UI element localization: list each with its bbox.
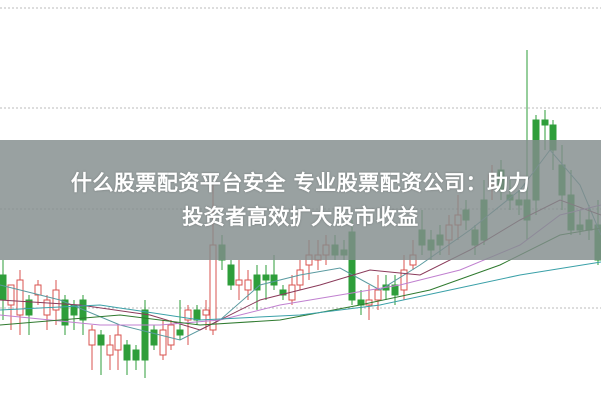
- candle-down: [262, 274, 270, 281]
- candle-up: [167, 324, 175, 346]
- candle-down: [61, 299, 69, 326]
- candle-up: [88, 329, 96, 346]
- article-title-line-1: 什么股票配资平台安全 专业股票配资公司：助力: [70, 171, 531, 195]
- candle-down: [123, 344, 131, 361]
- candle-down: [253, 274, 261, 291]
- candle-up: [159, 329, 167, 356]
- article-title-line-2: 投资者高效扩大股市收益: [182, 205, 419, 229]
- candle-up: [202, 309, 210, 316]
- candle-down: [97, 334, 105, 346]
- candle-down: [25, 299, 33, 316]
- candle-up: [184, 309, 192, 321]
- candle-down: [150, 329, 158, 346]
- candle-down: [141, 309, 149, 361]
- candle-down: [541, 119, 549, 126]
- candle-up: [7, 284, 15, 306]
- title-banner: 什么股票配资平台安全 专业股票配资公司：助力 投资者高效扩大股市收益: [0, 140, 601, 260]
- candle-up: [114, 334, 122, 351]
- candle-down: [391, 284, 399, 296]
- candle-up: [235, 279, 243, 286]
- candle-up: [374, 289, 382, 301]
- candle-up: [16, 279, 24, 316]
- candle-up: [296, 269, 304, 286]
- candle-down: [270, 274, 278, 286]
- candle-up: [106, 344, 114, 356]
- candle-up: [244, 279, 252, 291]
- candle-down: [176, 329, 184, 336]
- candle-down: [132, 349, 140, 361]
- candle-up: [400, 269, 408, 291]
- candle-down: [279, 289, 287, 296]
- candle-down: [0, 274, 7, 301]
- moving-average-line: [0, 261, 601, 321]
- candle-down: [193, 309, 201, 321]
- candle-down: [227, 264, 235, 286]
